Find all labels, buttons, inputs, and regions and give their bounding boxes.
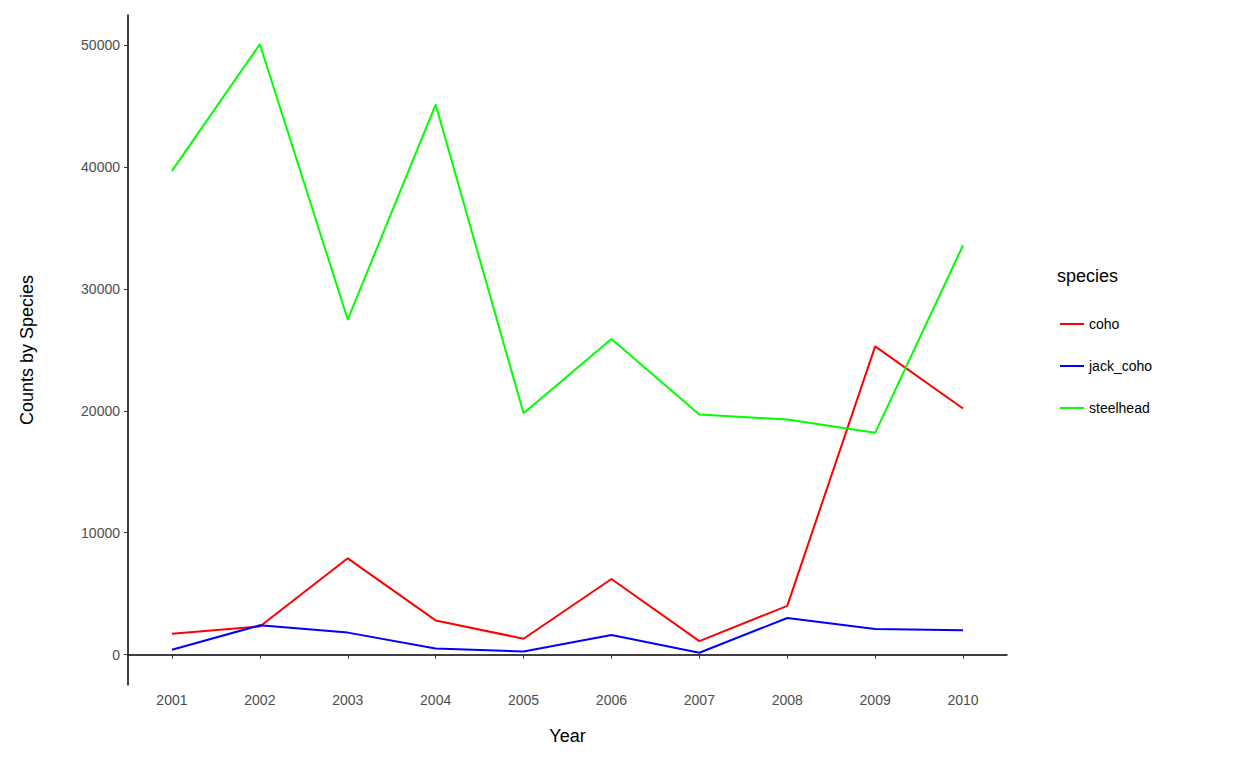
svg-text:species: species xyxy=(1057,266,1118,286)
svg-text:2003: 2003 xyxy=(332,692,363,708)
svg-text:40000: 40000 xyxy=(81,159,120,175)
svg-text:jack_coho: jack_coho xyxy=(1088,358,1152,374)
svg-text:2007: 2007 xyxy=(684,692,715,708)
svg-text:50000: 50000 xyxy=(81,37,120,53)
svg-text:30000: 30000 xyxy=(81,281,120,297)
svg-text:10000: 10000 xyxy=(81,525,120,541)
svg-text:0: 0 xyxy=(112,647,120,663)
svg-text:Year: Year xyxy=(549,726,585,746)
svg-text:coho: coho xyxy=(1089,316,1120,332)
svg-text:2004: 2004 xyxy=(420,692,451,708)
svg-text:20000: 20000 xyxy=(81,403,120,419)
svg-text:2006: 2006 xyxy=(596,692,627,708)
svg-text:2008: 2008 xyxy=(772,692,803,708)
svg-text:2005: 2005 xyxy=(508,692,539,708)
svg-text:Counts by Species: Counts by Species xyxy=(17,275,37,425)
svg-text:2010: 2010 xyxy=(947,692,978,708)
svg-text:2009: 2009 xyxy=(860,692,891,708)
svg-text:2001: 2001 xyxy=(156,692,187,708)
svg-text:steelhead: steelhead xyxy=(1089,400,1150,416)
svg-text:2002: 2002 xyxy=(244,692,275,708)
